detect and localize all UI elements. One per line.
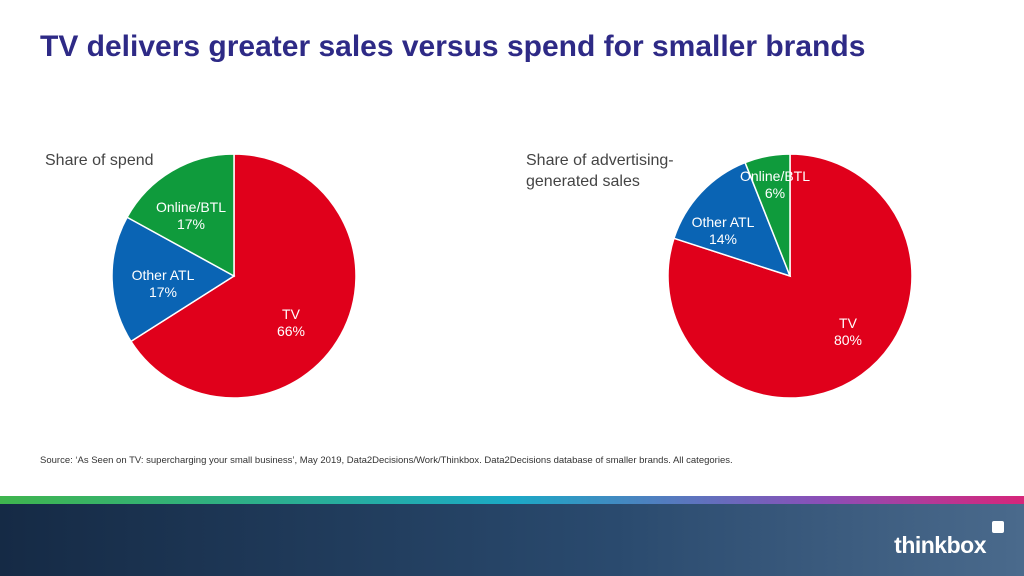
sales-chart-title: Share of advertising- generated sales xyxy=(526,150,716,192)
brand-logo-square xyxy=(992,521,1004,533)
spend-label-other-atl: Other ATL 17% xyxy=(132,267,195,300)
sales-label-value-online-btl: 6% xyxy=(765,185,785,201)
footer-bar: thinkbox xyxy=(0,504,1024,576)
spend-label-name-tv: TV xyxy=(282,306,301,322)
spend-label-name-online-btl: Online/BTL xyxy=(156,199,226,215)
spend-slice-online-btl xyxy=(126,153,235,278)
spend-slice-other-atl xyxy=(111,216,236,343)
sales-label-name-other-atl: Other ATL xyxy=(692,214,755,230)
sales-label-value-tv: 80% xyxy=(834,332,862,348)
spend-label-value-online-btl: 17% xyxy=(177,216,205,232)
sales-label-value-other-atl: 14% xyxy=(709,231,737,247)
sales-label-online-btl: Online/BTL 6% xyxy=(740,168,810,201)
spend-label-online-btl: Online/BTL 17% xyxy=(156,199,226,232)
brand-logo: thinkbox xyxy=(894,532,986,558)
spend-label-name-other-atl: Other ATL xyxy=(132,267,195,283)
sales-slice-online-btl xyxy=(744,153,791,277)
sales-label-other-atl: Other ATL 14% xyxy=(692,214,755,247)
sales-slice-other-atl xyxy=(673,161,792,278)
sales-label-name-tv: TV xyxy=(839,315,858,331)
sales-label-tv: TV 80% xyxy=(834,315,862,348)
sales-label-name-online-btl: Online/BTL xyxy=(740,168,810,184)
spend-label-value-other-atl: 17% xyxy=(149,284,177,300)
color-strip xyxy=(0,496,1024,504)
spend-label-tv: TV 66% xyxy=(277,306,305,339)
spend-label-value-tv: 66% xyxy=(277,323,305,339)
spend-slice-tv xyxy=(129,153,357,399)
sales-chart-title-line-1: Share of advertising- xyxy=(526,152,674,169)
spend-chart-title: Share of spend xyxy=(45,152,154,169)
sales-chart-title-line-2: generated sales xyxy=(526,173,640,190)
source-note: Source: ‘As Seen on TV: supercharging yo… xyxy=(40,455,733,466)
page-title: TV delivers greater sales versus spend f… xyxy=(40,30,866,63)
